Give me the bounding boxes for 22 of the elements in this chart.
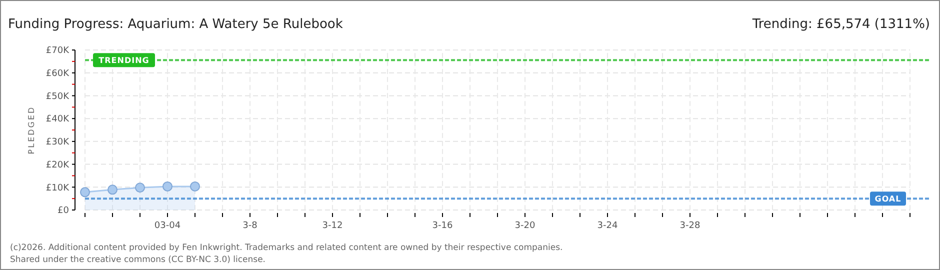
y-tick-label: £20K <box>46 160 70 170</box>
y-tick-label: £0 <box>58 206 70 216</box>
y-tick-label: £60K <box>46 69 70 80</box>
x-tick-label: 03-04 <box>154 221 181 231</box>
ref-line-label: TRENDING <box>98 56 150 65</box>
x-tick-label: 3-20 <box>514 221 536 231</box>
text: (c)2026. Additional content provided by Fen Inkwright. Trademarks and related content are owned by their respective companies. <box>10 243 563 253</box>
chart-title: Funding Progress: Aquarium: A Watery 5e Rulebook <box>8 17 344 32</box>
x-tick-label: 3-28 <box>680 221 700 231</box>
x-tick-label: 3-16 <box>432 221 453 231</box>
ref-line-label: GOAL <box>874 194 902 204</box>
x-tick-label: 3-24 <box>597 221 618 231</box>
text: Shared under the creative commons (CC BY-NC 3.0) license. <box>10 255 266 265</box>
x-tick-label: 3-8 <box>242 221 258 231</box>
y-tick-label: £30K <box>46 138 70 148</box>
x-tick-label: 3-12 <box>322 221 343 231</box>
y-tick-label: £50K <box>46 92 70 102</box>
y-axis-title: PLEDGED <box>27 106 36 154</box>
y-tick-label: £70K <box>46 46 70 56</box>
chart-subtitle: Trending: £65,574 (1311%) <box>751 17 930 32</box>
y-tick-label: £10K <box>46 183 70 194</box>
y-tick-label: £40K <box>46 114 70 125</box>
